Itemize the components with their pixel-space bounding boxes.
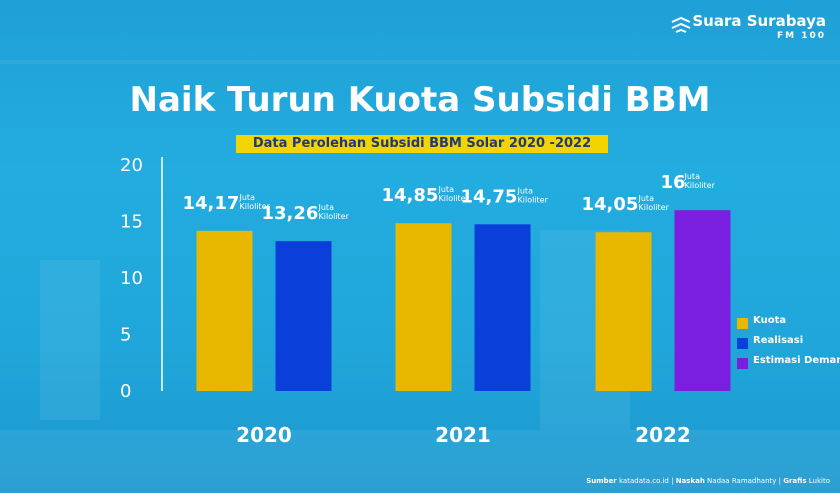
data-label-unit: Kiloliter [240, 202, 271, 211]
legend-item-estimasi: Estimasi Demand [737, 355, 840, 375]
author-label: Naskah [675, 477, 705, 485]
data-label-unit: Kiloliter [319, 212, 350, 221]
source-text: katadata.co.id [619, 477, 669, 485]
data-label-value: 14,85 [382, 185, 439, 206]
brand-subtitle: FM 100 [776, 31, 826, 41]
data-label-value: 14,17 [183, 193, 240, 214]
legend-swatch-kuota [737, 318, 748, 329]
y-tick-label: 15 [120, 212, 143, 233]
legend-item-kuota: Kuota [737, 315, 840, 335]
bar-kuota [395, 223, 452, 391]
legend-item-realisasi: Realisasi [737, 335, 840, 355]
data-label-unit: Juta [517, 186, 534, 195]
legend-swatch-estimasi [737, 358, 748, 369]
x-tick-label: 2020 [236, 423, 292, 447]
x-tick-label: 2022 [635, 423, 691, 447]
data-label-unit: Juta [684, 172, 701, 181]
data-label-unit: Juta [239, 193, 256, 202]
y-tick-label: 10 [120, 268, 143, 289]
bar-realisasi [275, 241, 332, 391]
data-label-value: 13,26 [262, 203, 319, 224]
data-label-unit: Kiloliter [518, 195, 549, 204]
brand-name: Suara Surabaya [692, 12, 826, 30]
bg-tank [40, 260, 100, 420]
legend-swatch-realisasi [737, 338, 748, 349]
data-label-unit: Juta [438, 185, 455, 194]
source-label: Sumber [586, 477, 617, 485]
bar-realisasi [474, 224, 531, 391]
chart-title: Naik Turun Kuota Subsidi BBM [129, 80, 711, 120]
data-label-value: 16 [661, 172, 686, 193]
bg-ground [0, 430, 840, 493]
x-tick-label: 2021 [435, 423, 491, 447]
logo-icon [671, 16, 691, 33]
bars [196, 210, 731, 391]
legend-label: Estimasi Demand [753, 355, 840, 366]
y-tick-label: 20 [120, 155, 143, 176]
data-label-unit: Juta [318, 203, 335, 212]
data-label-value: 14,75 [461, 186, 518, 207]
legend-label: Realisasi [753, 335, 804, 346]
data-label-unit: Kiloliter [439, 194, 470, 203]
legend: Kuota Realisasi Estimasi Demand [737, 315, 840, 375]
data-label-unit: Kiloliter [639, 203, 670, 212]
y-tick-label: 0 [120, 381, 131, 402]
bar-kuota [595, 232, 652, 391]
author-text: Nadaa Ramadhanty [707, 477, 777, 485]
data-label-value: 14,05 [582, 194, 639, 215]
y-tick-label: 5 [120, 325, 131, 346]
source-credit: Sumber katadata.co.id | Naskah Nadaa Ram… [586, 477, 830, 485]
data-label-unit: Juta [638, 194, 655, 203]
bar-kuota [196, 230, 253, 391]
legend-label: Kuota [753, 315, 787, 326]
graphics-label: Grafis [783, 477, 807, 485]
brand-logo: Suara Surabaya FM 100 [666, 12, 826, 48]
bar-estimasi-demand [674, 210, 731, 391]
bg-pipe [0, 60, 840, 64]
graphics-text: Lukito [808, 477, 830, 485]
data-label-unit: Kiloliter [685, 181, 716, 190]
chart-subtitle: Data Perolehan Subsidi BBM Solar 2020 -2… [236, 135, 608, 153]
